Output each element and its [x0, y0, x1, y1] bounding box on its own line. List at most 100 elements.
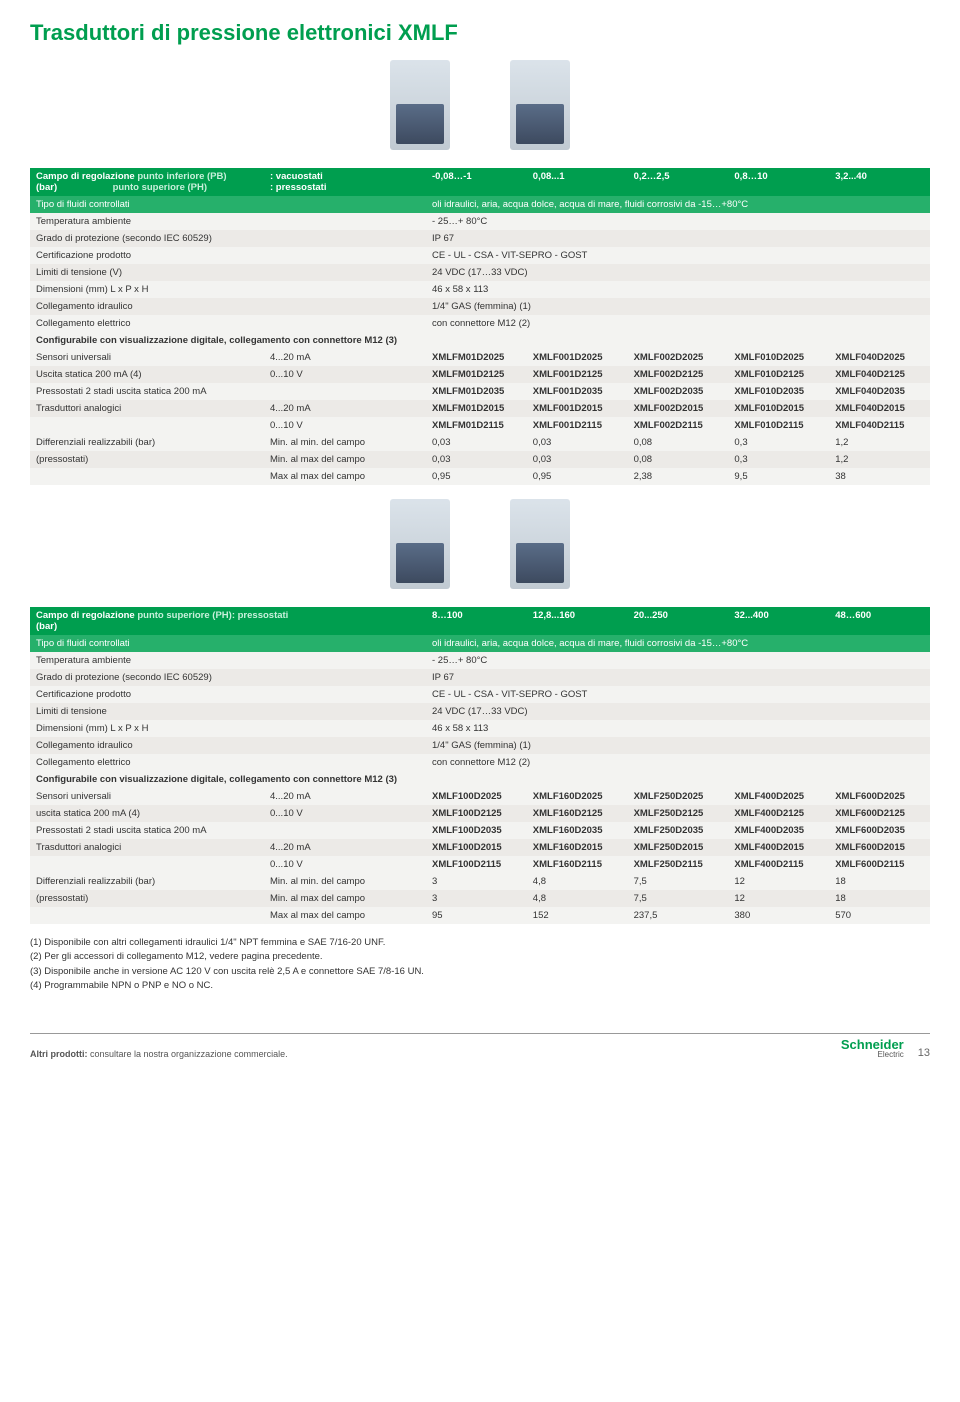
matrix-cell: XMLF040D2015 [829, 400, 930, 417]
matrix-cell: 18 [829, 873, 930, 890]
matrix-cell: XMLF002D2025 [628, 349, 729, 366]
range-col: 8…100 [426, 607, 527, 635]
spec-value: - 25…+ 80°C [426, 213, 930, 230]
spec-label: Temperatura ambiente [30, 213, 426, 230]
matrix-cell: XMLF600D2115 [829, 856, 930, 873]
spec-value: 46 x 58 x 113 [426, 281, 930, 298]
matrix-sub: Max al max del campo [264, 468, 426, 485]
matrix-cell: XMLF160D2115 [527, 856, 628, 873]
matrix-cell: XMLF002D2015 [628, 400, 729, 417]
matrix-label: Trasduttori analogici [30, 400, 264, 417]
matrix-cell: XMLFM01D2035 [426, 383, 527, 400]
matrix-sub [264, 383, 426, 400]
matrix-label: Trasduttori analogici [30, 839, 264, 856]
matrix-cell: XMLF160D2125 [527, 805, 628, 822]
matrix-label: (pressostati) [30, 890, 264, 907]
matrix-cell: 0,03 [527, 434, 628, 451]
matrix-sub: 0...10 V [264, 366, 426, 383]
spec-label: Limiti di tensione (V) [30, 264, 426, 281]
matrix-label: Pressostati 2 stadi uscita statica 200 m… [30, 383, 264, 400]
range-col: 48…600 [829, 607, 930, 635]
page-footer: Altri prodotti: consultare la nostra org… [30, 1033, 930, 1059]
matrix-cell: XMLF160D2025 [527, 788, 628, 805]
footer-left: Altri prodotti: consultare la nostra org… [30, 1049, 288, 1059]
product-image [510, 60, 570, 150]
matrix-cell: 0,3 [728, 451, 829, 468]
matrix-cell: 152 [527, 907, 628, 924]
matrix-sub: Min. al max del campo [264, 451, 426, 468]
matrix-cell: XMLF001D2015 [527, 400, 628, 417]
matrix-sub: Max al max del campo [264, 907, 426, 924]
matrix-cell: XMLF600D2035 [829, 822, 930, 839]
matrix-cell: 0,3 [728, 434, 829, 451]
spec-table-2: Campo di regolazione punto superiore (PH… [30, 607, 930, 924]
spec-label: Grado di protezione (secondo IEC 60529) [30, 230, 426, 247]
matrix-cell: XMLF010D2035 [728, 383, 829, 400]
matrix-cell: XMLF250D2025 [628, 788, 729, 805]
matrix-sub: Min. al max del campo [264, 890, 426, 907]
matrix-cell: XMLF100D2125 [426, 805, 527, 822]
range-col: -0,08…-1 [426, 168, 527, 196]
matrix-cell: XMLF010D2025 [728, 349, 829, 366]
config-row: Configurabile con visualizzazione digita… [30, 771, 930, 788]
spec-label: Collegamento elettrico [30, 754, 426, 771]
matrix-cell: XMLFM01D2015 [426, 400, 527, 417]
matrix-cell: 12 [728, 873, 829, 890]
matrix-cell: 4,8 [527, 890, 628, 907]
brand-logo: SchneiderElectric [841, 1038, 904, 1059]
fluidi-label: Tipo di fluidi controllati [30, 635, 426, 652]
matrix-cell: XMLF250D2125 [628, 805, 729, 822]
matrix-cell: XMLF040D2025 [829, 349, 930, 366]
matrix-cell: XMLF040D2035 [829, 383, 930, 400]
matrix-cell: XMLF002D2115 [628, 417, 729, 434]
matrix-cell: 18 [829, 890, 930, 907]
matrix-label: Pressostati 2 stadi uscita statica 200 m… [30, 822, 264, 839]
spec-value: 46 x 58 x 113 [426, 720, 930, 737]
spec-value: - 25…+ 80°C [426, 652, 930, 669]
matrix-cell: XMLF400D2025 [728, 788, 829, 805]
matrix-cell: 570 [829, 907, 930, 924]
product-images-top [30, 60, 930, 150]
spec-label: Grado di protezione (secondo IEC 60529) [30, 669, 426, 686]
matrix-cell: 3 [426, 873, 527, 890]
matrix-cell: 0,95 [527, 468, 628, 485]
spec-label: Collegamento idraulico [30, 737, 426, 754]
footnote: (4) Programmabile NPN o PNP e NO o NC. [30, 979, 930, 993]
matrix-cell: 9,5 [728, 468, 829, 485]
spec-label: Collegamento idraulico [30, 298, 426, 315]
matrix-label: (pressostati) [30, 451, 264, 468]
matrix-cell: XMLF400D2015 [728, 839, 829, 856]
matrix-cell: XMLFM01D2125 [426, 366, 527, 383]
matrix-cell: XMLF100D2035 [426, 822, 527, 839]
matrix-label [30, 907, 264, 924]
matrix-cell: XMLF160D2015 [527, 839, 628, 856]
hdr-type: : vacuostati: pressostati [264, 168, 426, 196]
product-images-mid [30, 499, 930, 589]
matrix-cell: 0,03 [426, 451, 527, 468]
matrix-sub: 0...10 V [264, 417, 426, 434]
product-image [510, 499, 570, 589]
matrix-cell: 1,2 [829, 451, 930, 468]
matrix-cell: XMLF250D2035 [628, 822, 729, 839]
matrix-label: Sensori universali [30, 349, 264, 366]
spec-label: Certificazione prodotto [30, 247, 426, 264]
matrix-sub: Min. al min. del campo [264, 434, 426, 451]
footnote: (3) Disponibile anche in versione AC 120… [30, 965, 930, 979]
matrix-cell: XMLF001D2115 [527, 417, 628, 434]
spec-value: 24 VDC (17…33 VDC) [426, 264, 930, 281]
matrix-cell: 0,08 [628, 434, 729, 451]
matrix-label: Sensori universali [30, 788, 264, 805]
spec-table-1: Campo di regolazione punto inferiore (PB… [30, 168, 930, 485]
matrix-sub: 4...20 mA [264, 788, 426, 805]
matrix-cell: XMLF010D2115 [728, 417, 829, 434]
matrix-cell: XMLF100D2115 [426, 856, 527, 873]
matrix-cell: 3 [426, 890, 527, 907]
spec-value: CE - UL - CSA - VIT-SEPRO - GOST [426, 686, 930, 703]
matrix-cell: 380 [728, 907, 829, 924]
matrix-cell: 237,5 [628, 907, 729, 924]
range-col: 12,8...160 [527, 607, 628, 635]
matrix-cell: XMLF002D2125 [628, 366, 729, 383]
matrix-cell: XMLF100D2015 [426, 839, 527, 856]
matrix-cell: XMLF400D2035 [728, 822, 829, 839]
footnotes: (1) Disponibile con altri collegamenti i… [30, 936, 930, 993]
